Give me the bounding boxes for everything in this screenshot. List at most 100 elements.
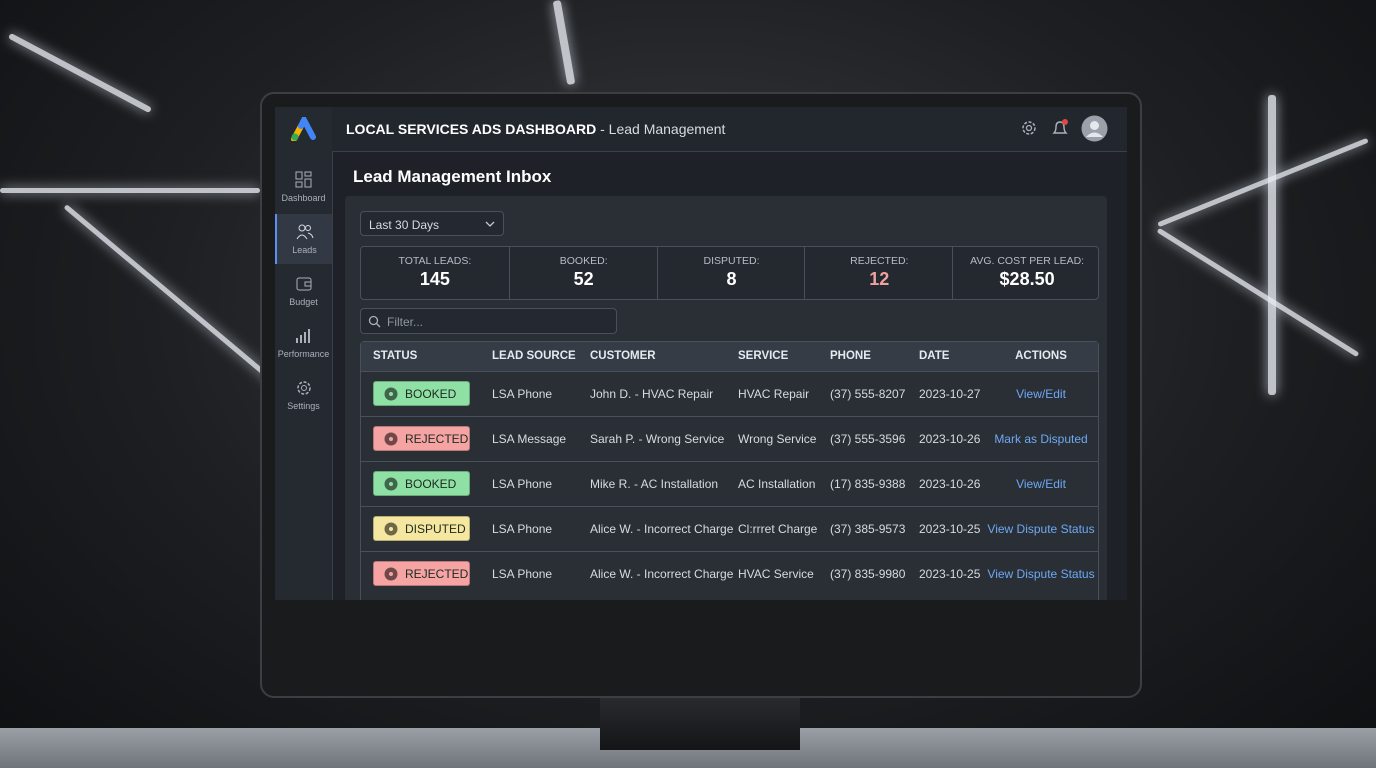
light-beam — [7, 32, 153, 114]
status-text: REJECTED — [405, 432, 469, 446]
nav-label: Leads — [292, 245, 317, 255]
nav-icon — [295, 171, 311, 188]
header: LOCAL SERVICES ADS DASHBOARD - Lead Mana… — [332, 107, 1127, 152]
row-action[interactable]: View/Edit — [1016, 387, 1066, 401]
status-badge: BOOKED — [373, 381, 470, 406]
light-beam — [0, 188, 260, 193]
nav-label: Performance — [277, 349, 330, 359]
stat-label: BOOKED: — [559, 255, 608, 267]
row-divider — [361, 416, 1098, 417]
column-header: CUSTOMER — [590, 350, 656, 362]
nav-label: Settings — [287, 401, 320, 411]
column-header: SERVICE — [738, 350, 789, 362]
date-range-dropdown[interactable]: Last 30 Days — [360, 211, 504, 236]
status-badge: BOOKED — [373, 471, 470, 496]
stat: BOOKED: 52 — [508, 247, 658, 299]
cell-date: 2023-10-27 — [919, 387, 981, 401]
nav-icon — [296, 277, 311, 291]
stat-label: AVG. COST PER LEAD: — [970, 255, 1085, 267]
nav-item[interactable]: Leads — [275, 214, 332, 264]
stat: DISPUTED: 8 — [656, 247, 806, 299]
search-icon — [368, 315, 381, 328]
cell-source: LSA Phone — [492, 567, 553, 581]
app-name: LOCAL SERVICES ADS DASHBOARD — [346, 121, 597, 137]
stat-value: $28.50 — [999, 269, 1055, 289]
cell-customer: Sarah P. - Wrong Service — [590, 432, 725, 446]
status-icon — [384, 432, 398, 446]
cell-date: 2023-10-26 — [919, 477, 981, 491]
light-beam — [552, 0, 576, 86]
row-divider — [361, 506, 1098, 507]
nav-item[interactable]: Settings — [275, 370, 332, 420]
column-header: DATE — [919, 350, 950, 362]
status-icon — [384, 522, 398, 536]
status-text: REJECTED — [405, 567, 469, 581]
chevron — [485, 221, 495, 227]
row-divider — [361, 371, 1098, 372]
nav-icon — [296, 224, 313, 240]
cell-source: LSA Phone — [492, 387, 553, 401]
row-divider — [361, 551, 1098, 552]
header-title: LOCAL SERVICES ADS DASHBOARD - Lead Mana… — [346, 121, 725, 137]
status-badge: REJECTED — [373, 426, 470, 451]
inbox-title: Lead Management Inbox — [353, 167, 552, 186]
status-text: BOOKED — [405, 477, 457, 491]
column-header: LEAD SOURCE — [492, 350, 576, 362]
nav-item[interactable]: Performance — [275, 318, 332, 368]
cell-source: LSA Phone — [492, 477, 553, 491]
cell-customer: Mike R. - AC Installation — [590, 477, 719, 491]
cell-phone: (37) 555-8207 — [830, 387, 906, 401]
status-icon — [384, 477, 398, 491]
cell-phone: (37) 555-3596 — [830, 432, 906, 446]
stat: REJECTED: 12 — [804, 247, 953, 299]
stat-label: REJECTED: — [850, 255, 909, 267]
nav-item[interactable]: Dashboard — [275, 162, 332, 212]
nav-label: Budget — [289, 297, 318, 307]
cell-phone: (37) 385-9573 — [830, 522, 906, 536]
monitor-stand — [600, 690, 800, 750]
cell-service: HVAC Repair — [738, 387, 810, 401]
filter-placeholder: Filter... — [387, 315, 424, 329]
status-badge: REJECTED — [373, 561, 470, 586]
light-beam — [1157, 137, 1369, 228]
cell-phone: (37) 835-9980 — [830, 567, 906, 581]
light-beam — [1268, 95, 1276, 395]
column-header: PHONE — [830, 350, 871, 362]
row-action[interactable]: View Dispute Status — [987, 522, 1095, 536]
nav-icon — [296, 381, 311, 395]
status-icon — [384, 387, 398, 401]
cell-customer: Alice W. - Incorrect Charge — [590, 522, 734, 536]
cell-service: HVAC Service — [738, 567, 814, 581]
avatar[interactable] — [1081, 115, 1108, 142]
status-badge: DISPUTED — [373, 516, 470, 541]
stat-label: DISPUTED: — [703, 255, 760, 267]
stat-value: 145 — [419, 269, 450, 289]
cell-date: 2023-10-25 — [919, 522, 981, 536]
cell-service: Wrong Service — [738, 432, 817, 446]
table-header — [361, 342, 1098, 371]
row-action[interactable]: View/Edit — [1016, 477, 1066, 491]
light-beam — [1156, 227, 1360, 358]
stat: TOTAL LEADS: 145 — [361, 247, 509, 299]
nav-label: Dashboard — [281, 193, 326, 203]
stat-label: TOTAL LEADS: — [398, 255, 472, 267]
status-text: DISPUTED — [405, 522, 466, 536]
column-header: STATUS — [373, 350, 418, 362]
filter-input[interactable]: Filter... — [360, 308, 617, 334]
cell-customer: John D. - HVAC Repair — [590, 387, 714, 401]
cell-date: 2023-10-25 — [919, 567, 981, 581]
stat-value: 8 — [726, 269, 737, 289]
nav-item[interactable]: Budget — [275, 266, 332, 316]
cell-customer: Alice W. - Incorrect Charge — [590, 567, 734, 581]
row-action[interactable]: Mark as Disputed — [994, 432, 1088, 446]
status-icon — [384, 567, 398, 581]
page-name: - Lead Management — [600, 121, 726, 137]
logo — [291, 117, 316, 141]
leads-table: STATUS LEAD SOURCE CUSTOMER SERVICE PHONE DAT… — [360, 341, 1099, 600]
notifications-icon[interactable] — [1050, 118, 1070, 138]
screen: Dashboard Leads Budget Performance Settings … — [275, 107, 1127, 600]
cell-date: 2023-10-26 — [919, 432, 981, 446]
settings-icon[interactable] — [1020, 119, 1038, 137]
row-divider — [361, 461, 1098, 462]
row-action[interactable]: View Dispute Status — [987, 567, 1095, 581]
